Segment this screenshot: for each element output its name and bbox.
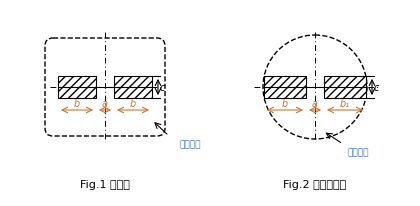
Text: b: b: [74, 98, 80, 109]
Text: a: a: [312, 98, 318, 109]
Text: a: a: [102, 98, 108, 109]
Text: 产品外形: 产品外形: [348, 147, 370, 156]
Bar: [264, 77, 306, 98]
Text: b: b: [282, 98, 288, 109]
Text: c: c: [374, 83, 379, 92]
Text: b₁: b₁: [340, 98, 350, 109]
Text: c: c: [160, 83, 165, 92]
Text: Fig.2 铸模贴片型: Fig.2 铸模贴片型: [284, 179, 346, 189]
Bar: [58, 77, 96, 98]
Text: 产品外形: 产品外形: [179, 139, 200, 148]
Bar: [324, 77, 366, 98]
Bar: [114, 77, 152, 98]
Text: b: b: [130, 98, 136, 109]
Text: Fig.1 贴片型: Fig.1 贴片型: [80, 179, 130, 189]
